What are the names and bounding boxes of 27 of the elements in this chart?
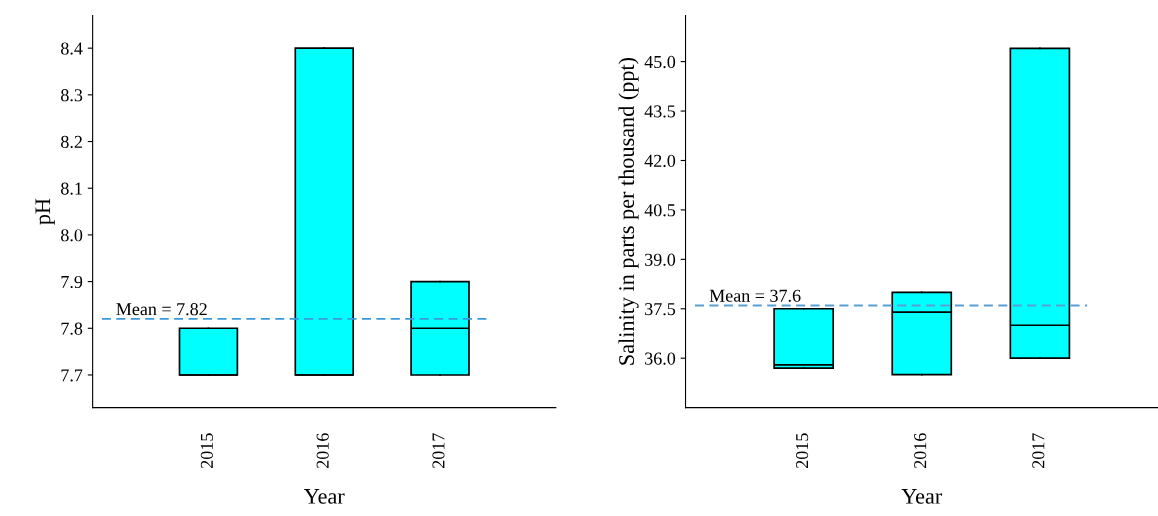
y-tick-label: 43.5 (644, 105, 676, 118)
y-tick-label: 8.4 (61, 42, 83, 55)
y-tick-label: 36.0 (645, 352, 676, 365)
y-tick-label: 45.0 (644, 55, 676, 69)
y-tick-label: 42.0 (644, 154, 676, 167)
y-tick-label: 8.3 (61, 89, 83, 102)
y-tick-label: 8.1 (61, 182, 82, 195)
ref-line-label: Mean = 37.6 (709, 289, 801, 302)
y-tick-label: 8.0 (61, 229, 83, 242)
y-axis-title: Salinity in parts per thousand (ppt) (618, 57, 639, 365)
y-tick-label: 7.9 (61, 275, 83, 289)
y-tick-label: 40.5 (644, 204, 676, 217)
y-axis-title: pH (35, 198, 55, 225)
x-tick-label: 2016 (914, 433, 927, 468)
x-tick-label: 2017 (432, 433, 445, 468)
ref-line-label: Mean = 7.82 (116, 303, 207, 316)
x-tick-label: 2017 (1032, 433, 1045, 468)
x-axis-title: Year (304, 489, 345, 504)
y-tick-label: 7.8 (61, 322, 83, 335)
y-tick-label: 7.7 (61, 369, 83, 382)
x-axis-title: Year (901, 489, 943, 504)
x-tick-label: 2015 (200, 433, 213, 468)
x-tick-label: 2016 (316, 433, 329, 468)
y-tick-label: 8.2 (61, 135, 82, 149)
y-tick-label: 37.5 (645, 303, 676, 316)
y-tick-label: 39.0 (645, 253, 676, 266)
x-tick-label: 2015 (795, 433, 809, 468)
